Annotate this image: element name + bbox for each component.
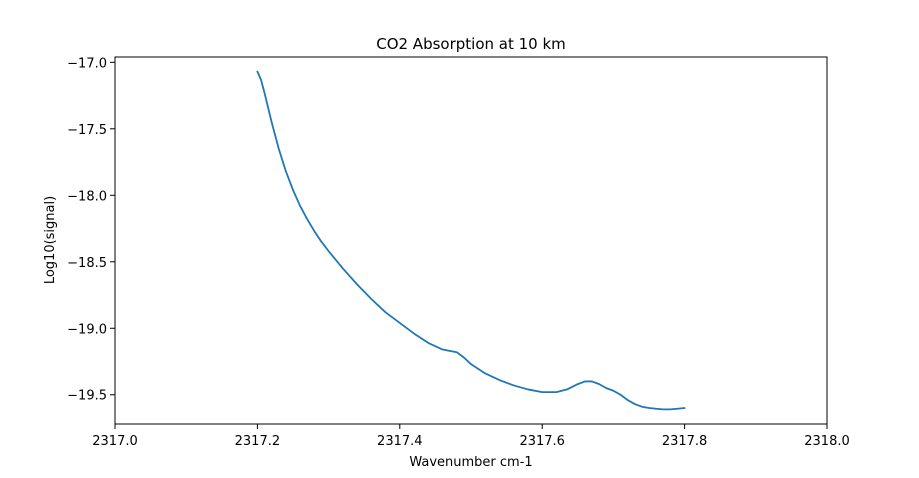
x-tick-label: 2317.6: [519, 434, 565, 449]
x-axis: 2317.0 2317.2 2317.4 2317.6 2317.8 2318.0: [92, 424, 850, 449]
y-tick-label: −19.5: [67, 389, 107, 404]
plot-frame: [114, 56, 828, 425]
y-axis: −17.0 −17.5 −18.0 −18.5 −19.0 −19.5: [67, 56, 115, 404]
x-tick-label: 2318.0: [804, 434, 850, 449]
x-axis-label: Wavenumber cm-1: [409, 455, 532, 470]
chart-title: CO2 Absorption at 10 km: [376, 35, 566, 53]
y-tick-label: −19.0: [67, 322, 107, 337]
y-tick-label: −18.0: [67, 189, 107, 204]
x-tick-label: 2317.8: [662, 434, 708, 449]
series-line: [256, 70, 686, 411]
y-tick-label: −18.5: [67, 256, 107, 271]
x-tick-label: 2317.0: [92, 434, 138, 449]
y-tick-label: −17.0: [67, 56, 107, 71]
plot-area: [114, 56, 828, 425]
series-layer: [256, 70, 686, 411]
y-axis-label: Log10(signal): [43, 196, 58, 284]
y-tick-label: −17.5: [67, 123, 107, 138]
x-tick-label: 2317.4: [377, 434, 423, 449]
x-tick-label: 2317.2: [235, 434, 281, 449]
